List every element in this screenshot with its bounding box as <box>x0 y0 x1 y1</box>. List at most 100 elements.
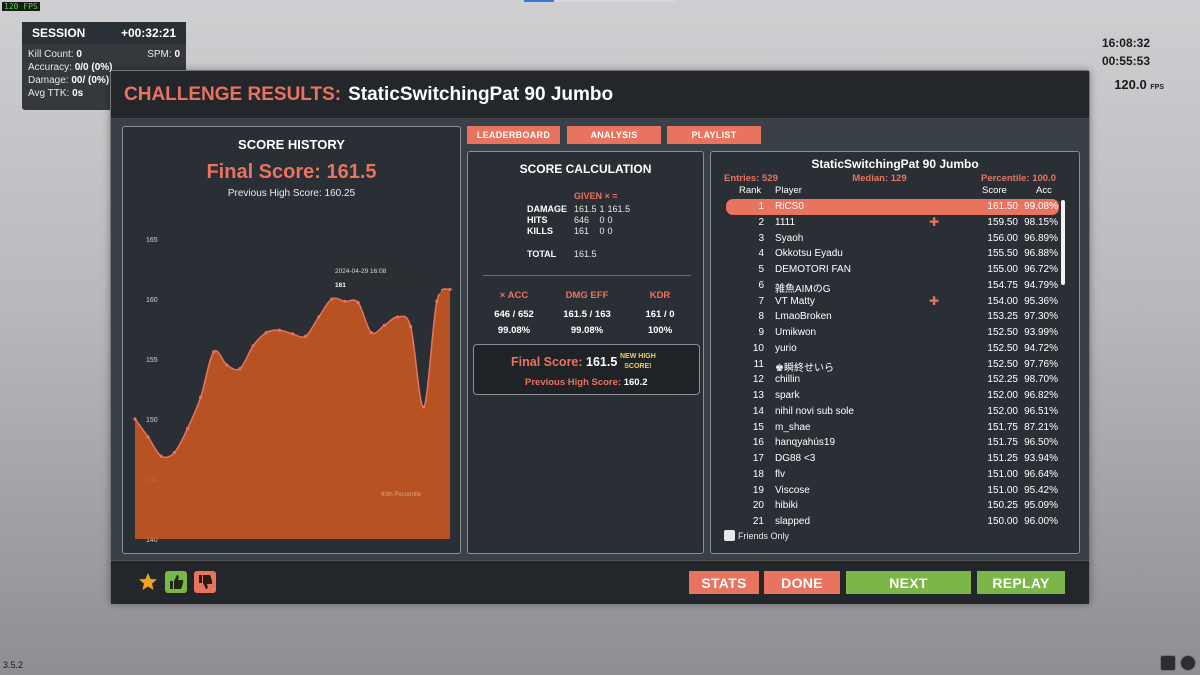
score-point[interactable] <box>330 297 334 301</box>
col-score[interactable]: Score <box>982 185 1007 196</box>
score-cell: 151.75 <box>987 437 1018 449</box>
rank-cell: 20 <box>752 500 764 512</box>
score-point[interactable] <box>317 315 321 319</box>
score-point[interactable] <box>199 395 203 399</box>
leaderboard-row[interactable]: 17 DG88 <3 151.25 93.94% <box>726 451 1059 467</box>
calc-row: KILLS 161 0 0 <box>527 225 633 236</box>
leaderboard-row[interactable]: 3 Syaoh 156.00 96.89% <box>726 231 1059 247</box>
score-point[interactable] <box>448 287 452 291</box>
score-point[interactable] <box>343 299 347 303</box>
score-point[interactable] <box>369 331 373 335</box>
rank-cell: 5 <box>758 264 764 275</box>
score-point[interactable] <box>290 332 295 336</box>
star-icon <box>139 573 157 590</box>
leaderboard-list[interactable]: 1 RiCS0 161.50 99.08% 2 1111 ✚ 159.50 98.15% 3 Sya… <box>726 199 1059 529</box>
acc-cell: 96.89% <box>1024 232 1058 244</box>
col-rank[interactable]: Rank <box>739 185 762 196</box>
score-point[interactable] <box>304 334 308 338</box>
score-point[interactable] <box>146 435 150 439</box>
fps-value: 120.0 <box>1114 77 1147 92</box>
calc-cell-k: HITS <box>527 214 548 225</box>
leaderboard-row[interactable]: 18 flv 151.00 96.64% <box>726 467 1059 483</box>
score-cell: 152.50 <box>987 342 1018 354</box>
friends-only-checkbox[interactable] <box>724 530 735 541</box>
friends-only-toggle[interactable]: Friends Only <box>724 530 789 541</box>
score-point[interactable] <box>159 454 163 458</box>
leaderboard-row[interactable]: 1 RiCS0 161.50 99.08% <box>726 199 1059 215</box>
leaderboard-row[interactable]: 5 DEMOTORI FAN 155.00 96.72% <box>726 262 1059 278</box>
rank-cell: 6 <box>758 279 764 291</box>
score-point[interactable] <box>382 323 386 327</box>
leaderboard-row[interactable]: 20 hibiki 150.25 95.09% <box>726 498 1059 514</box>
score-point[interactable] <box>212 350 216 354</box>
score-cell: 155.50 <box>987 248 1018 260</box>
leaderboard-row[interactable]: 8 LmaoBroken 153.25 97.30% <box>726 309 1059 325</box>
plus-icon: ✚ <box>929 214 940 229</box>
leaderboard-row[interactable]: 19 Viscose 151.00 95.42% <box>726 483 1059 499</box>
accuracy-label: Accuracy: <box>28 62 72 73</box>
leaderboard-scrollbar[interactable] <box>1060 200 1066 525</box>
score-point[interactable] <box>133 417 137 421</box>
player-cell: m_shae <box>775 421 811 433</box>
next-button[interactable]: NEXT <box>846 571 971 594</box>
score-point[interactable] <box>277 328 281 332</box>
done-button[interactable]: DONE <box>764 571 840 594</box>
rank-cell: 11 <box>753 358 764 370</box>
score-point[interactable] <box>185 427 190 431</box>
score-point[interactable] <box>409 325 413 329</box>
tab-analysis[interactable]: ANALYSIS <box>567 126 661 144</box>
calc-row: TOTAL 161.5 <box>527 248 633 259</box>
tab-leaderboard[interactable]: LEADERBOARD <box>467 126 560 144</box>
acc-cell: 96.88% <box>1024 248 1058 260</box>
replay-button[interactable]: REPLAY <box>977 571 1065 594</box>
leaderboard-row[interactable]: 9 Umikwon 152.50 93.99% <box>726 325 1059 341</box>
acc-ratio: 646 / 652 <box>494 309 534 320</box>
stats-button[interactable]: STATS <box>689 571 759 594</box>
leaderboard-row[interactable]: 7 VT Matty ✚ 154.00 95.36% <box>726 294 1059 310</box>
dmg-eff-ratio: 161.5 / 163 <box>563 309 611 320</box>
leaderboard-row[interactable]: 15 m_shae 151.75 87.21% <box>726 420 1059 436</box>
leaderboard-row[interactable]: 14 nihil novi sub sole 152.00 96.51% <box>726 404 1059 420</box>
leaderboard-row[interactable]: 4 Okkotsu Eyadu 155.50 96.88% <box>726 246 1059 262</box>
score-history-panel: SCORE HISTORY Final Score: 161.5 Previou… <box>122 126 461 554</box>
microphone-icon[interactable] <box>1160 655 1176 671</box>
leaderboard-row[interactable]: 10 yurio 152.50 94.72% <box>726 341 1059 357</box>
calc-cell-b: 1 <box>599 203 605 214</box>
clock-time: 16:08:32 <box>1101 36 1150 50</box>
score-point[interactable] <box>225 363 229 367</box>
kdr-ratio: 161 / 0 <box>645 309 675 320</box>
leaderboard-row[interactable]: 11 ♚瞬終せいら 152.50 97.76% <box>726 357 1059 374</box>
calc-row: HITS 646 0 0 <box>527 214 633 225</box>
tab-playlist[interactable]: PLAYLIST <box>667 126 761 144</box>
leaderboard-row[interactable]: 2 1111 ✚ 159.50 98.15% <box>726 215 1059 231</box>
score-point[interactable] <box>422 405 426 409</box>
leaderboard-row[interactable]: 13 spark 152.00 96.82% <box>726 388 1059 404</box>
score-point[interactable] <box>395 315 400 319</box>
favorite-button[interactable] <box>137 571 159 593</box>
leaderboard-row[interactable]: 6 雑魚AIMのG 154.75 94.79% <box>726 278 1059 295</box>
col-acc[interactable]: Acc <box>1036 185 1052 196</box>
score-point[interactable] <box>238 367 242 371</box>
col-player[interactable]: Player <box>775 185 802 196</box>
leaderboard-row[interactable]: 21 slapped 150.00 96.00% <box>726 514 1059 529</box>
y-tick-label: 150 <box>146 417 158 424</box>
tooltip-value: 161 <box>335 282 346 289</box>
player-cell: hibiki <box>775 500 798 512</box>
scrollbar-thumb[interactable] <box>1061 200 1065 285</box>
kdr-header: KDR <box>649 290 671 301</box>
player-cell: hanqyahús19 <box>775 437 836 449</box>
thumbs-up-button[interactable] <box>165 571 187 593</box>
score-point[interactable] <box>172 451 176 455</box>
score-point[interactable] <box>251 344 255 348</box>
acc-percent: 99.08% <box>497 325 531 336</box>
leaderboard-row[interactable]: 12 chillin 152.25 98.70% <box>726 372 1059 388</box>
leaderboard-row[interactable]: 16 hanqyahús19 151.75 96.50% <box>726 435 1059 451</box>
score-point[interactable] <box>435 299 439 303</box>
thumbs-down-button[interactable] <box>194 571 216 593</box>
score-cell: 154.00 <box>987 295 1018 307</box>
acc-cell: 94.72% <box>1024 342 1058 354</box>
settings-circle-icon[interactable] <box>1180 655 1196 671</box>
score-point[interactable] <box>264 331 268 335</box>
score-history-chart[interactable]: 14014515015516016590th Percentile2024-04… <box>123 127 460 553</box>
score-point[interactable] <box>356 301 360 305</box>
